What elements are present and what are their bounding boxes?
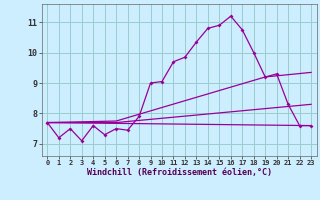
- X-axis label: Windchill (Refroidissement éolien,°C): Windchill (Refroidissement éolien,°C): [87, 168, 272, 177]
